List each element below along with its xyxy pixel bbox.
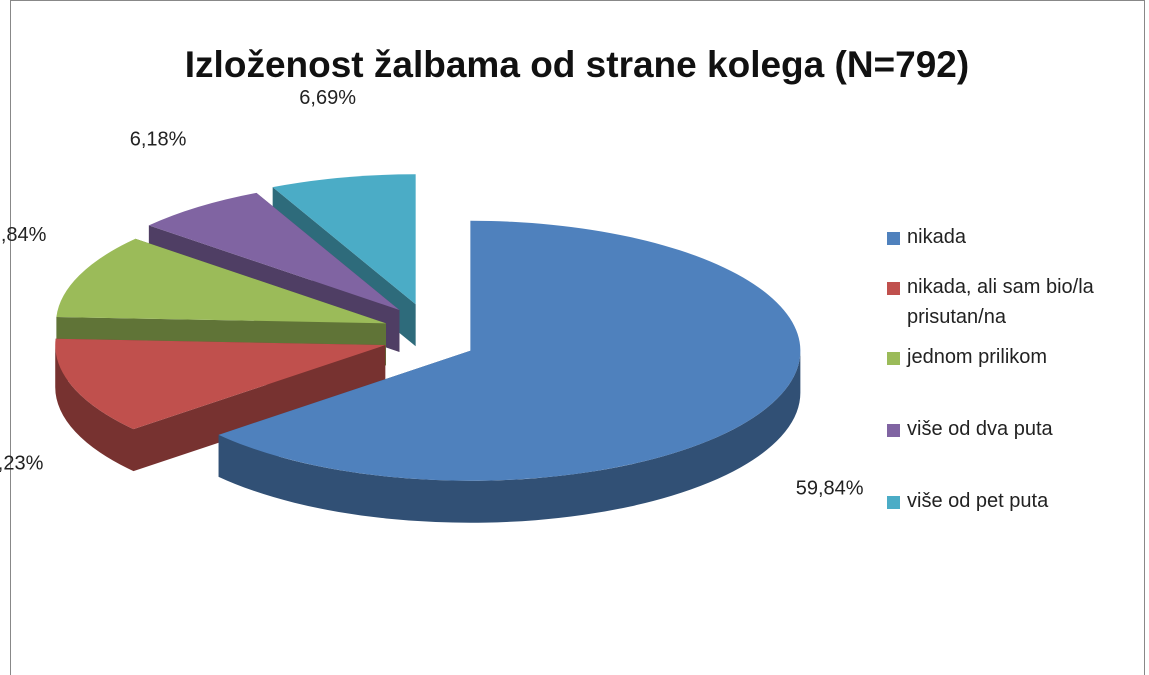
legend-label: više od dva puta	[907, 418, 1053, 440]
legend-label: nikada, ali sam bio/la prisutan/na	[907, 276, 1094, 328]
legend: nikada nikada, ali sam bio/la prisutan/na…	[885, 222, 1140, 516]
chart-title: Izloženost žalbama od strane kolega (N=7…	[185, 44, 969, 85]
legend-swatch	[887, 232, 900, 245]
data-label: 59,84%	[796, 478, 864, 500]
slice	[55, 338, 386, 430]
pie	[55, 174, 801, 523]
data-label: 11,23%	[0, 453, 44, 475]
slice	[148, 192, 400, 311]
data-label: 6,69%	[299, 87, 356, 109]
slice	[56, 238, 386, 324]
legend-swatch	[887, 496, 900, 509]
slice-side	[55, 345, 134, 472]
data-label: 6,18%	[130, 128, 187, 150]
legend-swatch	[887, 424, 900, 437]
legend-label: nikada	[907, 226, 966, 248]
slice	[272, 174, 416, 305]
legend-item: više od pet puta	[885, 486, 1140, 516]
data-label: 9,84%	[0, 224, 47, 246]
legend-item: jednom prilikom	[885, 342, 1140, 372]
slice	[218, 220, 801, 481]
legend-item: nikada, ali sam bio/la prisutan/na	[885, 272, 1140, 332]
legend-label: više od pet puta	[907, 490, 1049, 512]
legend-label: jednom prilikom	[907, 346, 1048, 368]
legend-item: nikada	[885, 222, 1140, 252]
legend-swatch	[887, 282, 900, 295]
legend-swatch	[887, 352, 900, 365]
legend-item: više od dva puta	[885, 414, 1140, 444]
slice-side	[218, 350, 801, 523]
